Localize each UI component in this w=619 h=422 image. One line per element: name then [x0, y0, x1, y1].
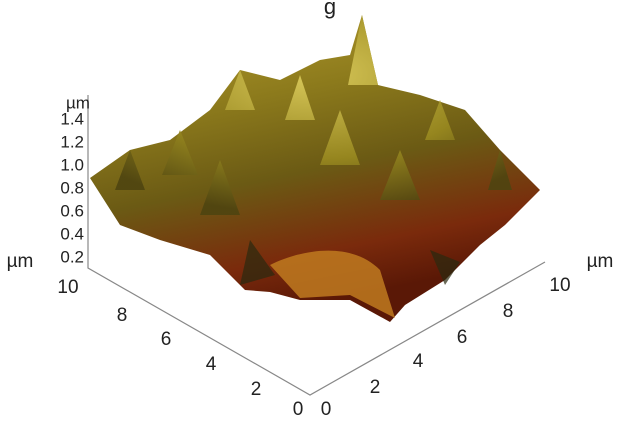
z-tick-label: 0.6 [60, 201, 84, 220]
caption-fragment: g [324, 0, 336, 19]
page: g µm 0.2 0.4 0.6 0.8 1.0 1.2 1.4 µm 10 8… [0, 0, 619, 422]
right-tick-label: 0 [321, 399, 332, 420]
right-tick-label: 6 [457, 327, 468, 348]
right-axis-unit: µm [587, 251, 614, 272]
left-tick-label: 6 [161, 329, 172, 350]
z-tick-label: 1.2 [60, 132, 84, 151]
right-tick-label: 2 [370, 377, 381, 398]
z-tick-label: 0.4 [60, 224, 84, 243]
left-tick-label: 4 [206, 354, 217, 375]
left-tick-label: 2 [251, 379, 262, 400]
left-axis-unit: µm [7, 251, 34, 272]
left-tick-label: 8 [117, 305, 128, 326]
z-tick-label: 1.0 [60, 155, 84, 174]
right-tick-label: 4 [413, 351, 424, 372]
z-tick-label: 0.2 [60, 247, 84, 266]
right-tick-label: 8 [503, 301, 514, 322]
z-tick-label: 1.4 [60, 109, 84, 128]
right-tick-label: 10 [549, 275, 570, 296]
left-tick-label: 0 [293, 399, 304, 420]
left-tick-label: 10 [57, 277, 78, 298]
afm-figure: g µm 0.2 0.4 0.6 0.8 1.0 1.2 1.4 µm 10 8… [0, 0, 619, 422]
z-tick-label: 0.8 [60, 178, 84, 197]
surface [90, 15, 540, 322]
